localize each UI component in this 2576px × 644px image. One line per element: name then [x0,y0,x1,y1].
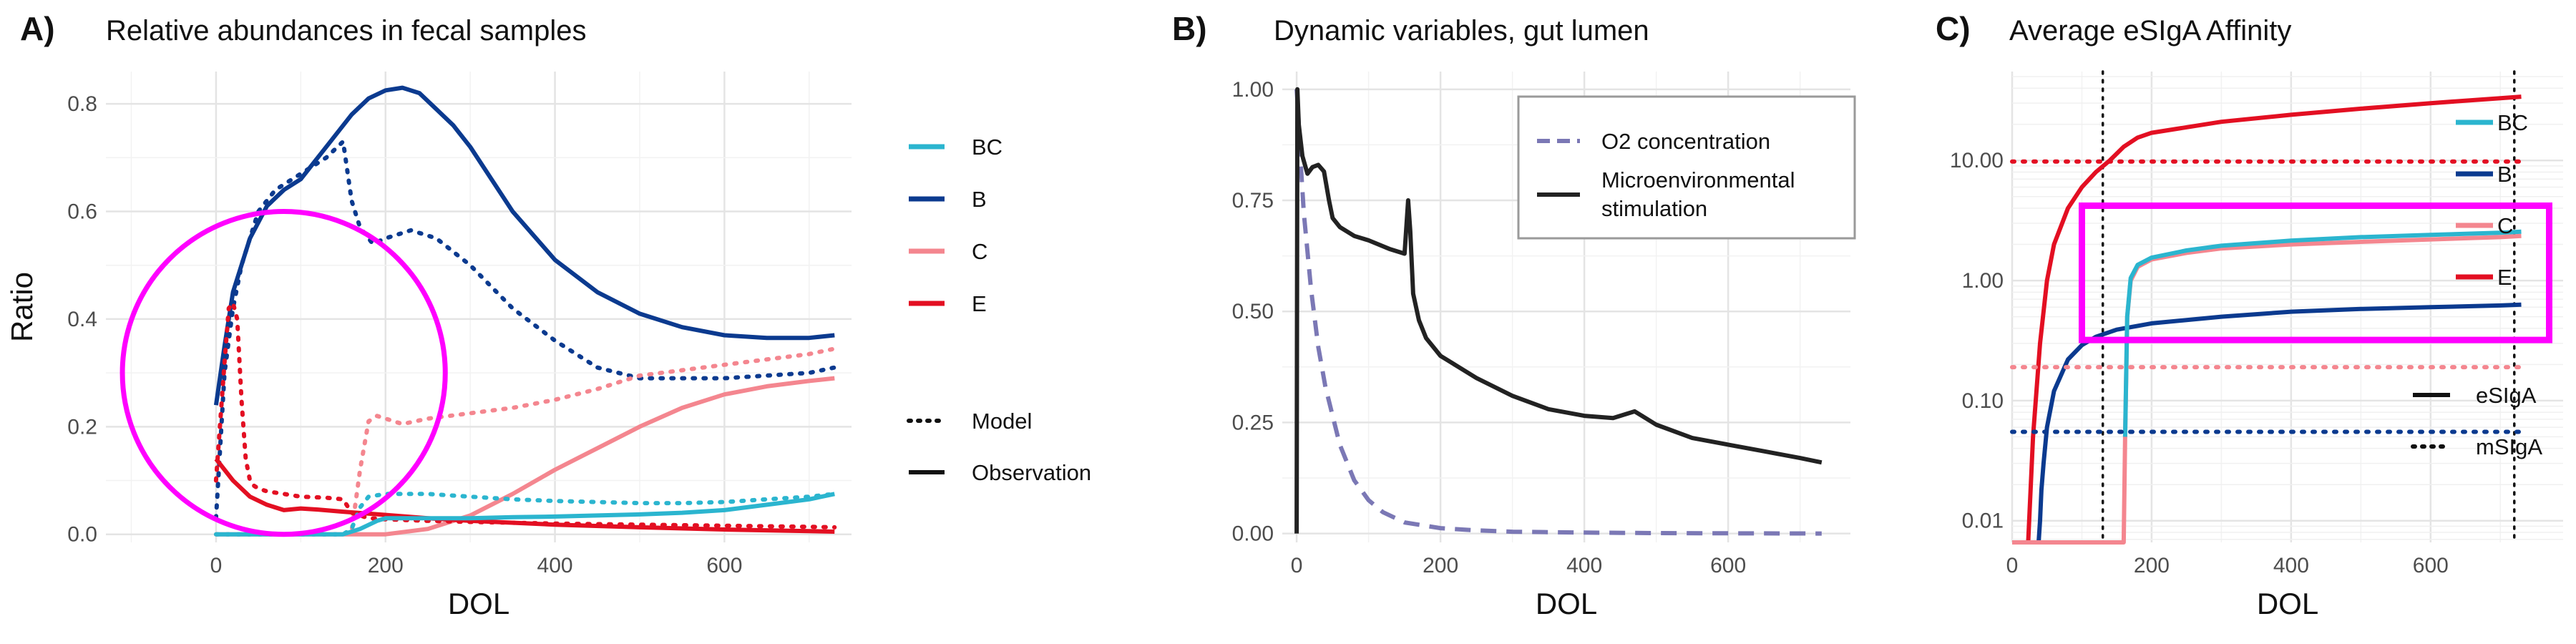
panel-tag: C) [1936,10,1971,47]
x-tick-label: 0 [1291,554,1303,577]
y-tick-label: 1.00 [1962,269,2004,293]
y-tick-label: 10.00 [1950,149,2004,172]
legend-label: BC [972,135,1002,160]
legend-label: O2 concentration [1601,129,1770,154]
x-axis-label: DOL [2257,587,2318,620]
x-tick-label: 600 [706,554,742,577]
chart-title: Dynamic variables, gut lumen [1274,15,1649,47]
x-tick-label: 0 [2006,554,2019,577]
panel-a: 0 200 400 600 0.0 0.2 0.4 0.6 0.8 DOL Ratio A) Relat… [5,10,1091,620]
x-tick-label: 200 [368,554,404,577]
series-group [213,85,837,537]
grid [2011,72,2563,542]
y-tick-label: 1.00 [1232,78,1274,102]
panel-tag: B) [1172,10,1207,47]
y-tick-label: 0.10 [1962,389,2004,413]
legend-label: B [972,187,987,212]
y-tick-label: 0.50 [1232,300,1274,323]
legend-label: B [2497,162,2512,187]
y-tick-label: 0.6 [67,200,97,224]
legend-label: C [2497,213,2513,238]
highlight-circle [119,209,448,537]
series-microenvironmental-stimulation-solid [1294,87,1823,534]
series-b-observation [213,85,835,406]
chart-title: Relative abundances in fecal samples [106,15,587,47]
legend-label: E [972,291,987,316]
legend-label: Microenvironmental [1601,167,1795,192]
y-tick-label: 0.01 [1962,509,2004,533]
x-tick-label: 600 [1710,554,1746,577]
series-bc-model [213,492,837,537]
x-axis-label: DOL [1536,587,1597,620]
y-tick-label: 0.25 [1232,411,1274,434]
x-tick-label: 200 [1423,554,1458,577]
panel-tag: A) [20,10,55,47]
series-c-observation [215,376,835,537]
y-tick-label: 0.4 [67,308,97,331]
series-bc-esiga [2122,229,2522,437]
legend-label: Model [972,409,1032,434]
y-tick-label: 0.2 [67,415,97,439]
x-tick-label: 400 [537,554,573,577]
legend-label: E [2497,265,2512,290]
legend-label: BC [2497,110,2528,135]
y-tick-label: 0.8 [67,92,97,116]
panel-b: 0 200 400 600 0.00 0.25 0.50 0.75 1.00 DOL B) Dynam… [1172,10,1856,620]
x-tick-label: 400 [2273,554,2309,577]
legend: O2 concentration Microenvironmental stimul… [1517,95,1856,240]
x-tick-label: 600 [2413,554,2449,577]
series-c-esiga [2012,233,2522,545]
x-tick-label: 0 [210,554,223,577]
chart-title: Average eSIgA Affinity [2009,15,2291,47]
legend-label: eSIgA [2476,383,2537,408]
series-o2-concentration-dashed [1294,89,1822,536]
legend-label: Observation [972,460,1091,485]
y-axis-label: Ratio [5,272,39,342]
x-axis-label: DOL [448,587,509,620]
series-e-esiga [2012,94,2522,545]
legend-label: C [972,239,987,264]
series-b-model [213,139,837,521]
series-group [1294,87,1823,536]
series-group [2010,94,2524,545]
x-tick-label: 400 [1566,554,1602,577]
y-tick-label: 0.00 [1232,522,1274,546]
panel-c: 0 200 400 600 0.01 0.10 1.00 10.00 DOL C) Average … [1936,10,2563,620]
y-tick-label: 0.75 [1232,189,1274,213]
legend-box [1517,95,1856,240]
x-tick-label: 200 [2134,554,2170,577]
series-c-model [213,346,837,537]
y-tick-label: 0.0 [67,523,97,547]
series-bc-observation [215,492,835,537]
highlight-rectangle [2078,202,2553,343]
legend-label: mSIgA [2476,434,2542,459]
legend-label: stimulation [1601,196,1707,221]
